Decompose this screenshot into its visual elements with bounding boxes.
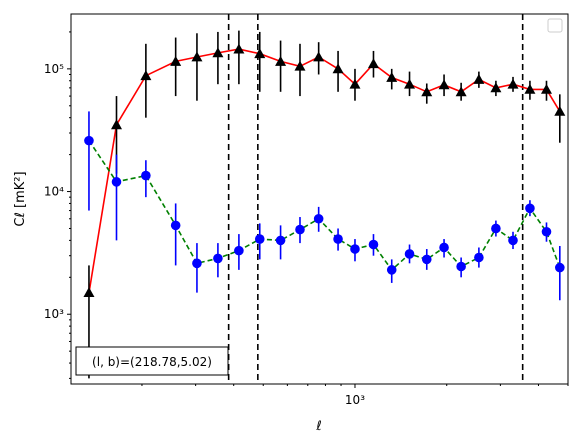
plot-content xyxy=(83,14,566,384)
series-1-point xyxy=(367,58,379,69)
series-2-point xyxy=(333,234,343,244)
series-2-point xyxy=(368,239,379,250)
series-1-point xyxy=(233,43,245,54)
series-1-point xyxy=(212,47,224,58)
series-1-point xyxy=(170,55,182,66)
series-1-point xyxy=(313,51,325,62)
series-1-point xyxy=(438,79,450,90)
series-1-point xyxy=(473,73,485,84)
series-1-point xyxy=(386,72,398,82)
series-1-point xyxy=(524,83,536,94)
series-2-point xyxy=(508,235,518,246)
series-1-point xyxy=(294,60,306,71)
annotation-box xyxy=(75,346,229,376)
series-2-point xyxy=(456,261,466,272)
series-2-point xyxy=(421,254,432,265)
series-1-point xyxy=(254,48,266,59)
series-2-point xyxy=(111,177,122,187)
series-2-point xyxy=(555,262,565,273)
series-2-point xyxy=(141,170,151,181)
series-2-point xyxy=(313,213,324,224)
series-1-point xyxy=(83,287,95,298)
series-1-point xyxy=(275,55,287,66)
series-2-point xyxy=(84,135,94,146)
series-2-point xyxy=(474,252,484,263)
series-1-point xyxy=(404,78,416,89)
series-1-point xyxy=(554,105,566,116)
series-1-point xyxy=(507,78,519,89)
series-1-point xyxy=(140,70,152,81)
x-tick-label: 10³ xyxy=(345,393,365,407)
series-2-point xyxy=(213,253,223,264)
series-1-point xyxy=(455,86,467,97)
axis-ticks: 10³ 10³ 10⁴ 10⁵ xyxy=(44,31,569,407)
series-1-point xyxy=(490,82,502,93)
series-2-point xyxy=(541,226,552,237)
series-2-point xyxy=(275,235,286,246)
y-tick-label: 10⁵ xyxy=(44,62,64,76)
plot-frame xyxy=(70,13,569,385)
series-1-point xyxy=(191,51,203,62)
y-tick-label: 10³ xyxy=(44,307,64,321)
series-1-point xyxy=(349,78,361,89)
y-axis-label: Cℓ [mK²] xyxy=(13,171,28,226)
x-axis-label: ℓ xyxy=(315,419,321,434)
series-2-line xyxy=(88,140,561,272)
series-2-point xyxy=(234,245,244,256)
legend-box xyxy=(547,18,563,33)
y-tick-label: 10⁴ xyxy=(44,185,64,199)
series-1-line xyxy=(88,48,561,293)
series-2-point xyxy=(254,234,265,244)
series-2-point xyxy=(295,224,305,235)
series-1-point xyxy=(421,86,433,97)
series-2-point xyxy=(192,258,202,269)
series-1-point xyxy=(332,63,344,74)
series-2-point xyxy=(350,244,360,254)
series-2-point xyxy=(386,265,397,275)
plot-series-group xyxy=(83,14,566,384)
series-2-point xyxy=(439,242,449,253)
series-2-point xyxy=(525,203,535,214)
annotation-text: (l, b)=(218.78,5.02) xyxy=(92,355,212,369)
series-1-point xyxy=(111,119,123,130)
series-2-point xyxy=(404,249,415,259)
series-1-point xyxy=(540,83,552,94)
series-2-point xyxy=(170,220,181,231)
series-2-point xyxy=(491,223,501,234)
